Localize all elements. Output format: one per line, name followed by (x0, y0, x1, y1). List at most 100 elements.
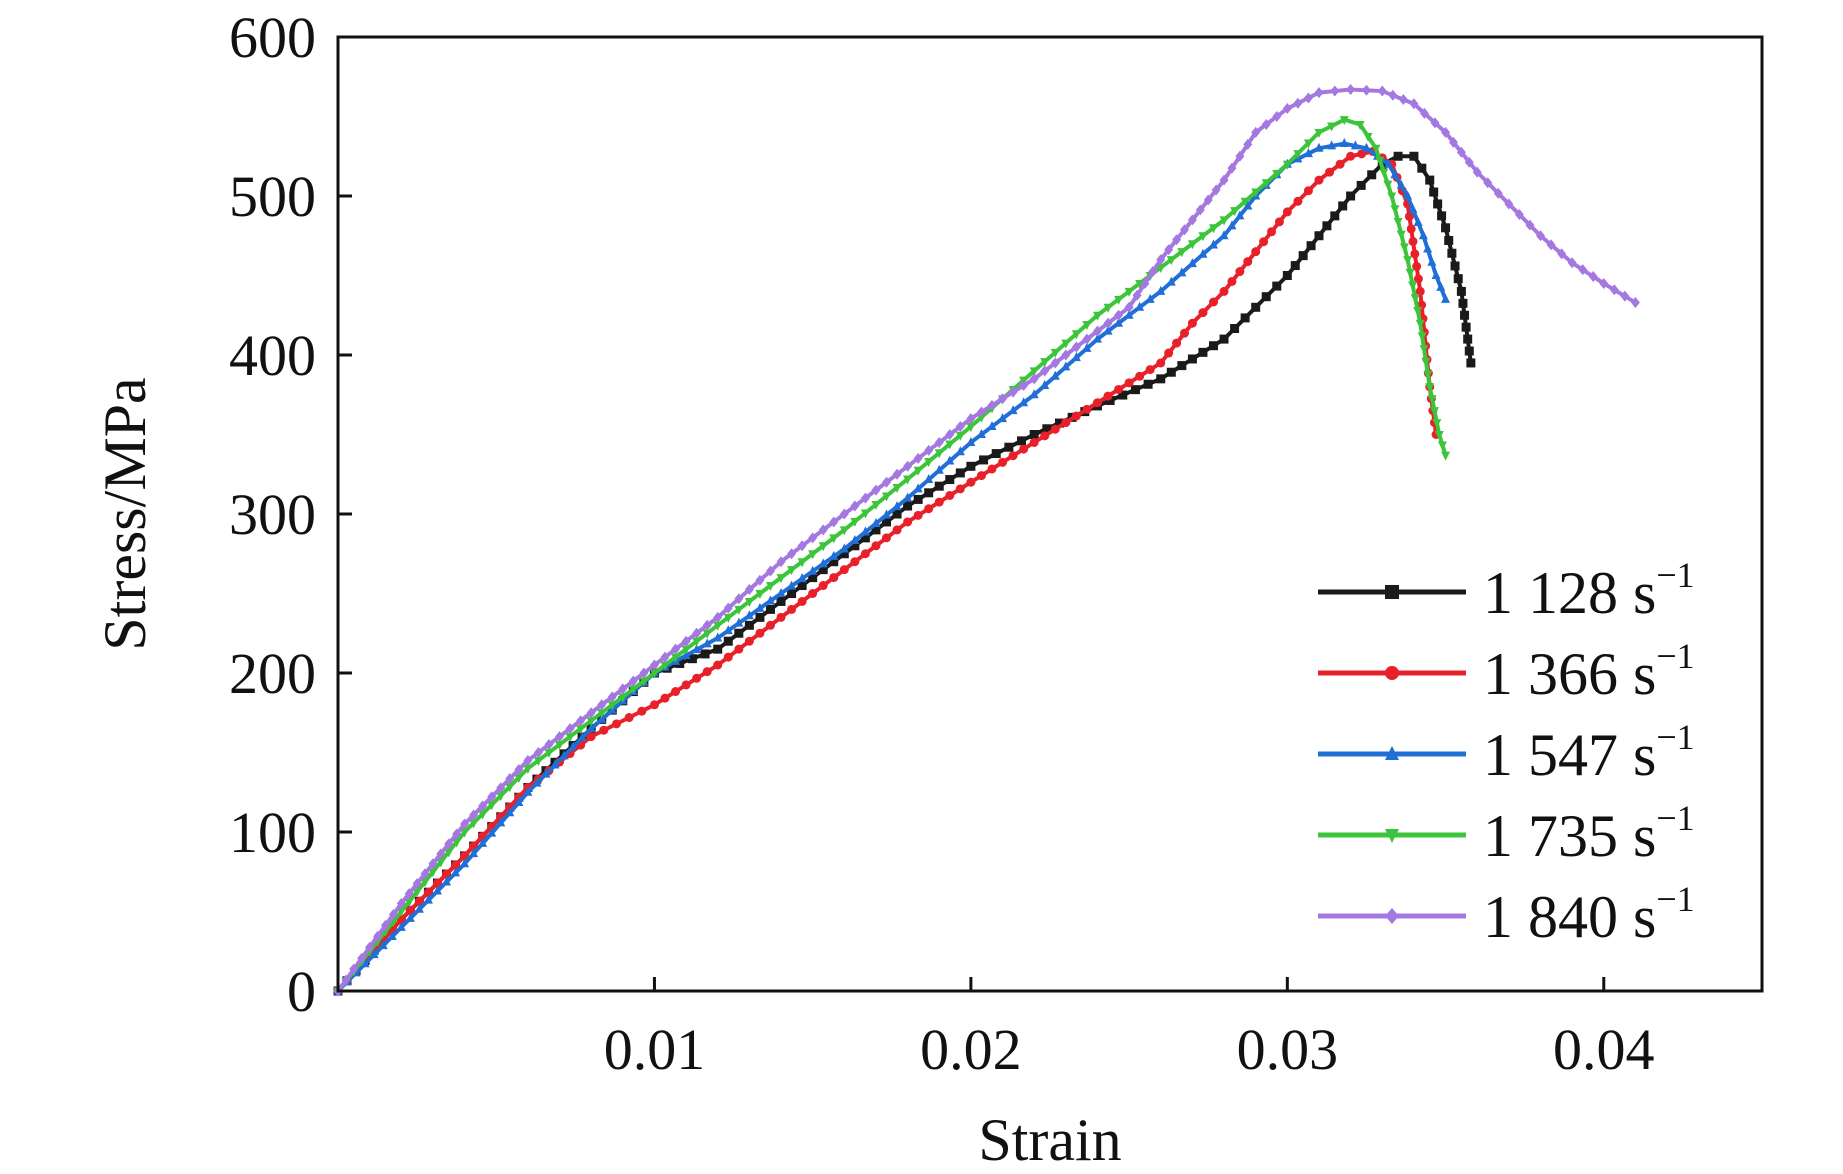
data-point-marker (755, 590, 765, 599)
data-point-marker (1355, 120, 1365, 130)
data-point-marker (1061, 361, 1071, 371)
data-point-marker (860, 526, 870, 536)
data-point-marker (987, 464, 997, 474)
data-point-marker (505, 807, 515, 817)
data-point-marker (360, 958, 370, 968)
data-point-marker (1227, 276, 1237, 286)
data-point-marker (1240, 197, 1250, 207)
series-line (336, 141, 1448, 993)
data-point-marker (1458, 298, 1468, 308)
data-point-marker (1557, 248, 1567, 260)
data-point-marker (1441, 126, 1451, 138)
data-point-marker (850, 500, 860, 512)
data-point-marker (1417, 332, 1427, 342)
data-point-marker (1399, 243, 1409, 253)
data-point-marker (860, 509, 870, 519)
data-point-marker (1535, 230, 1545, 242)
data-point-marker (913, 466, 923, 476)
data-point-marker (1493, 187, 1503, 199)
data-point-marker (892, 509, 902, 519)
data-point-marker (460, 828, 470, 838)
data-point-marker (1398, 94, 1408, 106)
data-point-marker (700, 649, 710, 659)
data-point-marker (1290, 261, 1300, 271)
data-point-marker (1114, 309, 1124, 321)
data-point-marker (681, 680, 691, 690)
y-tick-label: 100 (229, 800, 316, 865)
data-point-marker (1403, 190, 1413, 200)
y-axis-ticks: 0 100 200 300 400 500 600 (229, 5, 352, 1024)
data-point-marker (1409, 98, 1419, 110)
data-point-marker (1177, 267, 1187, 277)
data-point-marker (945, 429, 955, 440)
data-point-marker (607, 691, 617, 703)
data-point-marker (1330, 211, 1340, 221)
data-point-marker (532, 777, 542, 787)
data-point-marker (568, 741, 578, 751)
data-point-marker (1240, 313, 1250, 323)
data-point-marker (1413, 306, 1423, 316)
data-point-marker (903, 475, 913, 485)
data-point-marker (428, 868, 438, 878)
data-point-marker (1441, 293, 1451, 303)
data-point-marker (1314, 128, 1324, 138)
data-point-marker (544, 749, 554, 758)
data-point-marker (1303, 139, 1313, 149)
legend-label: 1 128 s−1 (1483, 555, 1695, 626)
data-point-marker (1393, 217, 1403, 227)
data-point-marker (1406, 224, 1416, 234)
data-point-marker (723, 636, 733, 646)
data-point-marker (1156, 358, 1166, 368)
data-point-marker (765, 595, 775, 605)
data-point-marker (1415, 286, 1425, 296)
data-point-marker (860, 492, 870, 504)
data-point-marker (1314, 87, 1324, 99)
data-point-marker (692, 637, 702, 647)
data-point-marker (702, 619, 712, 631)
data-point-marker (1427, 256, 1437, 266)
data-point-marker (1172, 234, 1182, 246)
data-point-marker (469, 848, 479, 858)
data-point-marker (713, 660, 723, 670)
data-point-marker (1396, 179, 1406, 189)
data-point-marker (660, 693, 670, 703)
data-point-marker (765, 620, 775, 630)
data-point-marker (1436, 281, 1446, 291)
data-point-marker (829, 550, 839, 560)
data-point-marker (1390, 169, 1400, 179)
data-point-marker (839, 565, 849, 575)
data-point-marker (702, 667, 712, 677)
data-point-marker (1235, 210, 1245, 220)
data-point-marker (808, 550, 818, 560)
data-point-marker (1363, 132, 1373, 142)
data-point-marker (1042, 424, 1052, 434)
data-point-marker (1425, 175, 1435, 185)
data-point-marker (1230, 207, 1240, 217)
data-point-marker (451, 867, 461, 877)
data-point-marker (1235, 267, 1245, 277)
data-point-marker (934, 436, 944, 448)
legend-label-text: 1 840 s (1483, 884, 1656, 950)
data-point-marker (1293, 97, 1303, 109)
data-point-marker (396, 921, 406, 931)
data-point-marker (765, 604, 775, 614)
data-point-marker (1599, 277, 1609, 289)
y-tick-label: 600 (229, 5, 316, 70)
data-point-marker (713, 644, 723, 654)
data-point-marker (1385, 829, 1399, 843)
data-point-marker (818, 524, 828, 536)
data-point-marker (808, 565, 818, 575)
data-point-marker (1219, 286, 1229, 296)
data-point-marker (1219, 216, 1229, 226)
data-point-marker (586, 717, 596, 727)
data-point-marker (1029, 373, 1039, 385)
data-point-marker (1198, 248, 1208, 258)
data-point-marker (1124, 301, 1134, 313)
data-point-marker (380, 919, 390, 931)
data-point-marker (611, 719, 621, 729)
data-point-marker (955, 468, 965, 478)
data-point-marker (1375, 156, 1385, 166)
legend-label-text: 1 547 s (1483, 722, 1656, 788)
data-point-marker (1029, 389, 1039, 399)
data-point-marker (1303, 92, 1313, 104)
